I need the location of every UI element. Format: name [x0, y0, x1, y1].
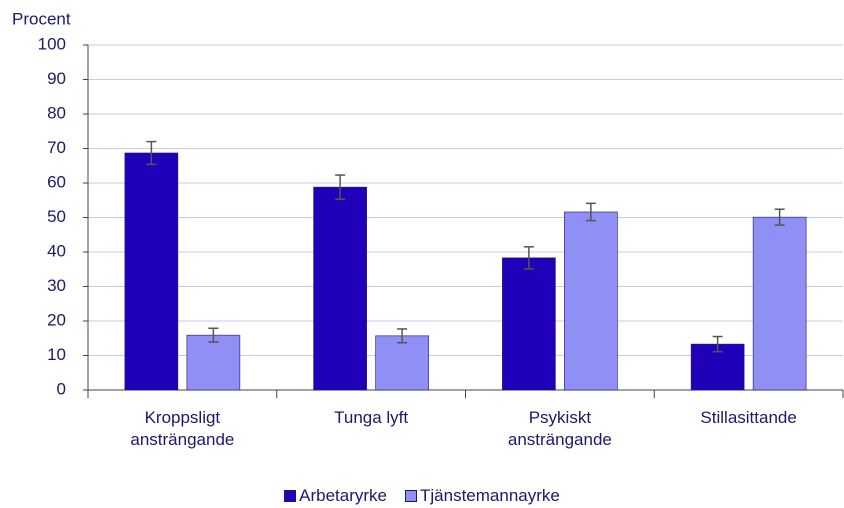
- bar: [502, 257, 556, 391]
- y-tick-label: 80: [47, 103, 66, 122]
- x-tick-label: Stillasittande: [700, 408, 797, 427]
- y-tick-label: 60: [47, 172, 66, 191]
- y-tick-label: 0: [57, 379, 66, 398]
- bar: [186, 334, 241, 391]
- y-tick-label: 90: [47, 69, 66, 88]
- bar: [124, 152, 179, 391]
- y-tick-label: 70: [47, 138, 66, 157]
- legend-item: Tjänstemannayrke: [405, 486, 560, 506]
- y-axis-title: Procent: [12, 9, 71, 28]
- legend: Arbetaryrke Tjänstemannayrke: [0, 486, 844, 506]
- bar: [375, 335, 429, 391]
- legend-label: Arbetaryrke: [299, 486, 388, 505]
- legend-swatch: [405, 490, 418, 502]
- y-tick-label: 100: [38, 34, 66, 53]
- legend-swatch: [284, 490, 297, 502]
- y-tick-label: 50: [47, 207, 66, 226]
- y-tick-label: 40: [47, 241, 66, 260]
- x-tick-label: Kroppsligt ansträngande: [130, 408, 235, 449]
- y-tick-label: 30: [47, 276, 66, 295]
- legend-label: Tjänstemannayrke: [420, 486, 560, 505]
- x-tick-label: Psykiskt ansträngande: [507, 408, 612, 449]
- x-tick-label: Tunga lyft: [334, 408, 409, 427]
- legend-item: Arbetaryrke: [284, 486, 387, 506]
- bar: [564, 211, 618, 391]
- bar: [313, 186, 367, 391]
- y-tick-label: 10: [47, 345, 66, 364]
- y-tick-label: 20: [47, 310, 66, 329]
- bar: [752, 216, 807, 391]
